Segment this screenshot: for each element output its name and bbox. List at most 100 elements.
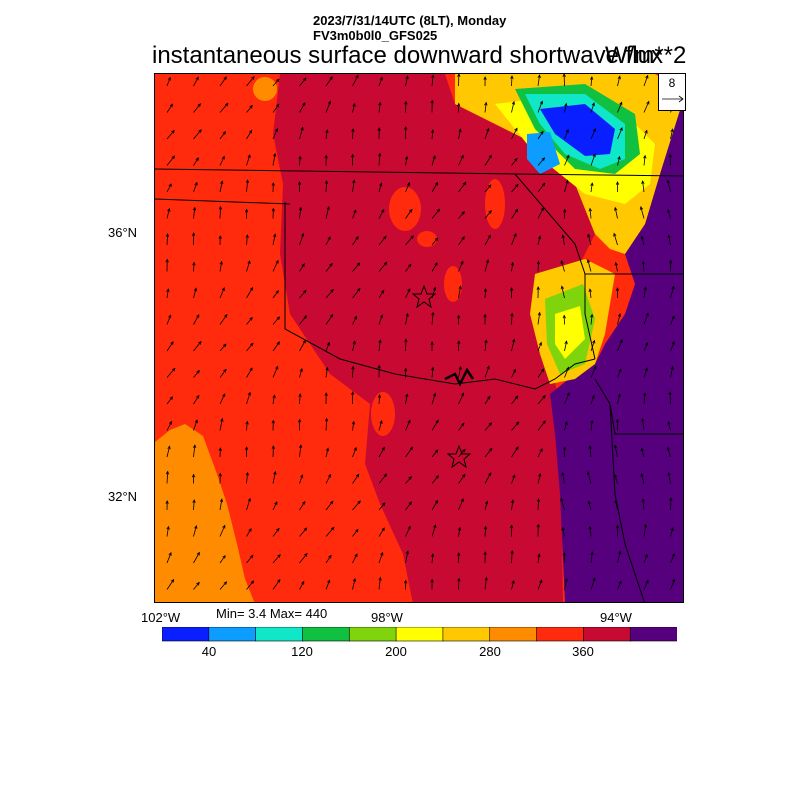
wind-vector-head: [325, 129, 329, 134]
wind-vector-head: [357, 287, 361, 292]
wind-vector: [670, 366, 674, 378]
wind-vector: [193, 525, 197, 537]
wind-vector-head: [641, 180, 645, 185]
wind-vector-head: [249, 367, 253, 372]
wind-vector-head: [220, 417, 224, 422]
wind-vector-head: [430, 578, 434, 583]
wind-vector-head: [562, 314, 566, 319]
wind-vector: [299, 581, 305, 590]
wind-vector: [587, 471, 592, 484]
field-360-pocket: [417, 231, 437, 247]
wind-vector: [378, 153, 381, 166]
wind-vector-head: [408, 476, 413, 480]
wind-vector: [564, 392, 570, 405]
wind-vector-head: [668, 391, 672, 395]
wind-vector-head: [644, 553, 648, 558]
wind-vector: [431, 553, 434, 564]
wind-vector-head: [564, 420, 568, 425]
wind-vector: [325, 501, 334, 511]
wind-vector: [352, 128, 354, 140]
wind-vector-head: [304, 552, 308, 557]
wind-vector-head: [486, 127, 490, 132]
wind-vector-head: [646, 100, 650, 105]
wind-vector-head: [329, 262, 333, 267]
wind-vector-head: [377, 127, 381, 131]
wind-vector: [511, 369, 516, 378]
wind-vector-head: [168, 420, 173, 425]
wind-vector: [272, 234, 276, 246]
wind-vector-head: [540, 368, 545, 373]
wind-vector-head: [221, 155, 225, 160]
wind-vector-head: [462, 473, 466, 478]
colorbar-tick-label: 280: [479, 644, 501, 659]
wind-vector: [667, 447, 671, 458]
wind-vector: [352, 553, 358, 564]
wind-vector-head: [641, 417, 645, 422]
wind-vector-head: [245, 179, 250, 184]
wind-vector: [193, 419, 198, 431]
wind-vector: [431, 419, 439, 431]
wind-vector: [299, 474, 303, 484]
wind-vector: [299, 102, 306, 113]
wind-vector-head: [614, 206, 618, 211]
wind-vector-head: [618, 368, 622, 373]
wind-vector-head: [457, 577, 461, 582]
wind-vector-head: [297, 418, 302, 423]
wind-vector-head: [168, 183, 172, 188]
wind-vector: [299, 501, 306, 511]
wind-vector: [669, 391, 671, 405]
wind-vector: [431, 312, 434, 325]
colorbar-swatch: [442, 627, 491, 642]
wind-vector-head: [352, 102, 356, 107]
wind-vector-head: [510, 550, 514, 554]
wind-vector: [325, 263, 333, 272]
wind-vector: [378, 314, 383, 325]
wind-vector-head: [666, 179, 671, 184]
wind-vector: [431, 237, 439, 246]
wind-vector: [670, 129, 673, 140]
wind-vector-head: [247, 154, 251, 159]
wind-vector-head: [192, 261, 196, 266]
wind-vector: [219, 287, 225, 299]
wind-vector-head: [536, 523, 540, 528]
field-360-pocket: [444, 266, 462, 302]
wind-vector: [272, 579, 281, 590]
wind-vector-head: [510, 75, 514, 79]
wind-vector: [511, 184, 519, 193]
wind-vector: [431, 500, 438, 511]
wind-vector: [670, 316, 675, 325]
wind-vector: [431, 367, 434, 378]
wind-vector-head: [484, 576, 488, 581]
wind-vector: [246, 343, 254, 352]
wind-vector-head: [587, 500, 591, 505]
wind-vector-head: [564, 102, 568, 107]
wind-vector: [299, 207, 302, 219]
wind-vector-head: [245, 234, 249, 239]
wind-vector-head: [327, 236, 331, 241]
wind-vector-head: [171, 155, 175, 160]
wind-vector-head: [275, 259, 279, 264]
wind-vector: [193, 77, 199, 87]
wind-vector: [352, 341, 356, 352]
wind-vector-head: [352, 577, 357, 582]
wind-vector-head: [378, 576, 382, 581]
wind-vector-head: [303, 315, 307, 319]
wind-vector: [587, 234, 592, 246]
wind-vector-head: [590, 419, 594, 424]
wind-vector-head: [670, 128, 674, 133]
wind-vector: [299, 315, 307, 325]
wind-vector: [511, 101, 515, 113]
wind-vector-head: [298, 393, 302, 397]
wind-vector-head: [586, 259, 591, 263]
wind-vector-head: [514, 395, 519, 400]
wind-vector-head: [192, 499, 196, 503]
wind-vector: [590, 395, 595, 405]
wind-vector-head: [377, 394, 382, 398]
wind-vector: [378, 473, 387, 484]
wind-vector-head: [219, 498, 224, 503]
wind-vector: [643, 155, 646, 166]
wind-vector-head: [613, 232, 617, 237]
colorbar-swatch: [536, 627, 585, 642]
wind-vector: [272, 341, 280, 352]
wind-vector: [299, 393, 301, 405]
